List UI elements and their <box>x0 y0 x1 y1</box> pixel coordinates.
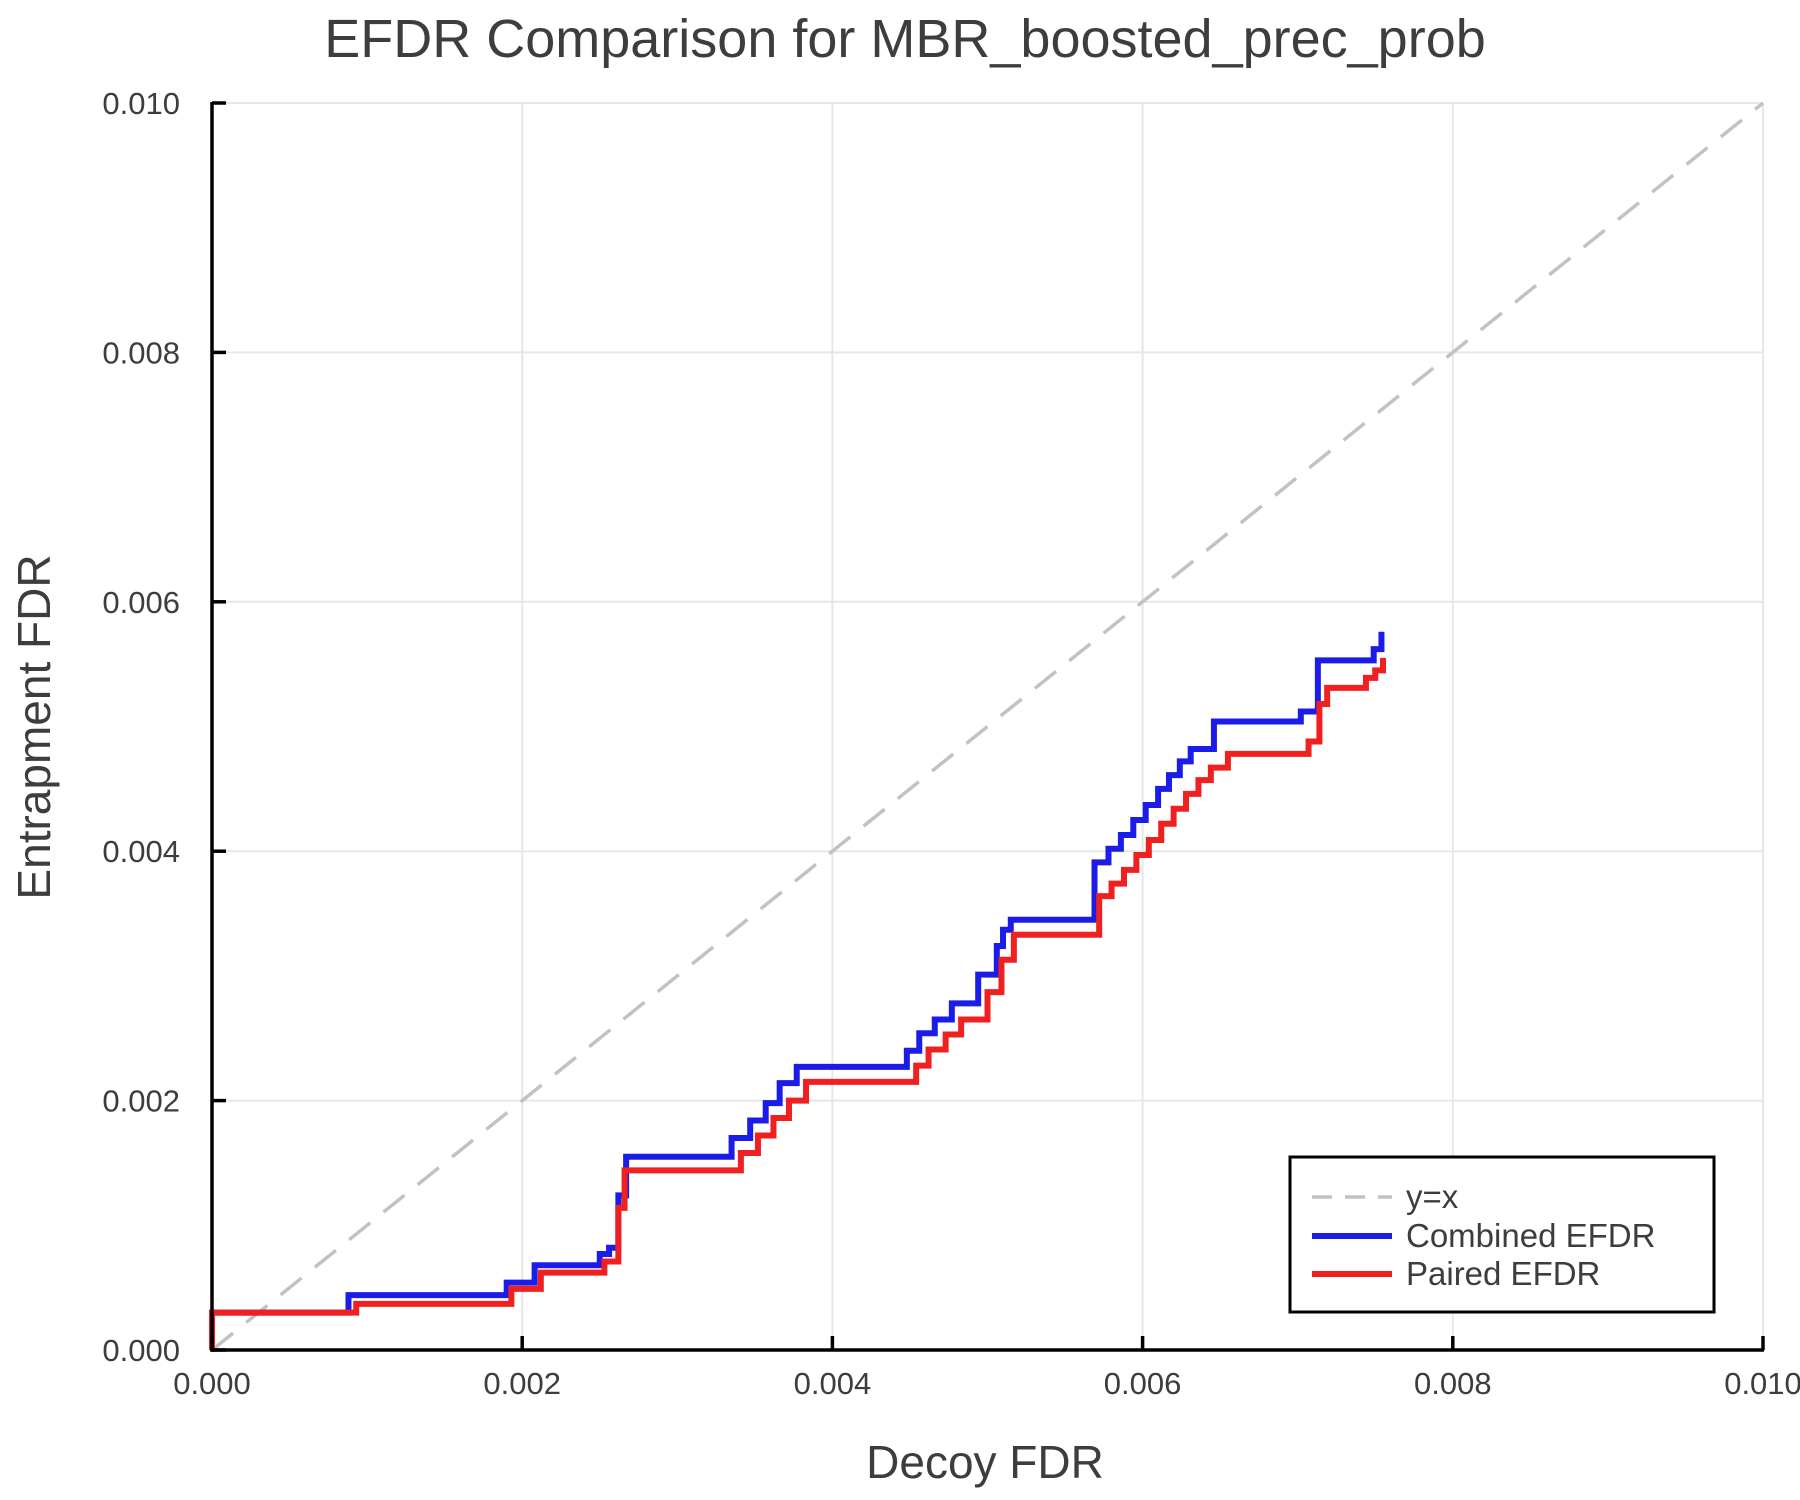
y-equals-x-line <box>210 101 1765 1352</box>
chart-title: EFDR Comparison for MBR_boosted_prec_pro… <box>324 9 1486 69</box>
y-tick-label: 0.006 <box>102 585 180 620</box>
y-tick-label: 0.002 <box>102 1084 180 1119</box>
legend-identity-label: y=x <box>1406 1178 1459 1215</box>
y-tick-labels: 0.000 0.002 0.004 0.006 0.008 0.010 <box>102 86 180 1368</box>
y-tick-label: 0.000 <box>102 1333 180 1368</box>
y-tick-label: 0.010 <box>102 86 180 121</box>
x-tick-label: 0.000 <box>173 1366 251 1401</box>
x-tick-label: 0.004 <box>794 1366 872 1401</box>
paired-efdr-line <box>209 657 1387 1350</box>
x-tick-label: 0.006 <box>1104 1366 1182 1401</box>
x-tick-label: 0.002 <box>483 1366 561 1401</box>
x-tick-label: 0.010 <box>1724 1366 1800 1401</box>
y-axis-label: Entrapment FDR <box>8 554 60 899</box>
legend-combined-label: Combined EFDR <box>1406 1217 1655 1254</box>
axes-spines <box>210 102 1764 1352</box>
x-axis-label: Decoy FDR <box>866 1436 1104 1488</box>
y-tick-label: 0.004 <box>102 834 180 869</box>
x-tick-labels: 0.000 0.002 0.004 0.006 0.008 0.010 <box>173 1366 1800 1401</box>
x-tick-label: 0.008 <box>1414 1366 1492 1401</box>
combined-efdr-line <box>209 631 1385 1350</box>
legend-paired-label: Paired EFDR <box>1406 1255 1600 1292</box>
y-tick-label: 0.008 <box>102 335 180 370</box>
tick-marks <box>210 101 1765 1352</box>
legend: y=x Combined EFDR Paired EFDR <box>1288 1155 1716 1314</box>
